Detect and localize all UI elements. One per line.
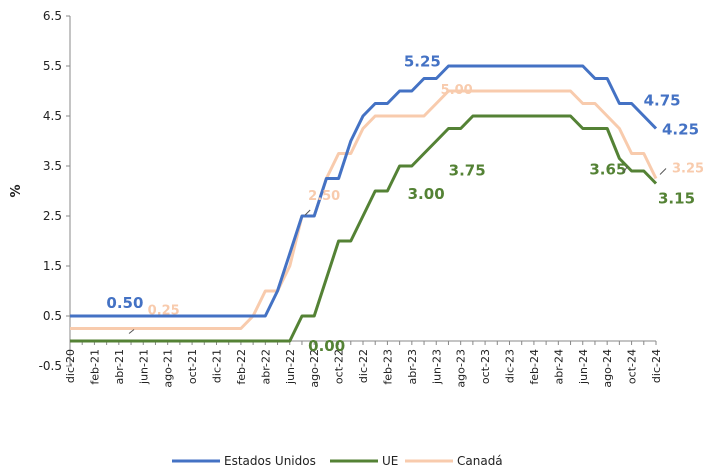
legend-label: Estados Unidos bbox=[224, 454, 316, 468]
data-label: 2.50 bbox=[308, 189, 340, 204]
data-label: 5.25 bbox=[404, 53, 441, 71]
y-tick-label: 2.5 bbox=[43, 209, 62, 223]
series-lines bbox=[70, 64, 658, 343]
legend: Estados Unidos UE Canadá bbox=[172, 454, 503, 468]
annotations: 0.50 5.25 4.75 4.25 0.25 2.50 5.00 3.25 0.00 3.00… bbox=[106, 53, 703, 356]
data-label: 4.25 bbox=[662, 121, 699, 139]
x-tick-label: oct-21 bbox=[186, 349, 199, 384]
data-label: 0.00 bbox=[308, 337, 345, 355]
y-tick-label: -0.5 bbox=[39, 359, 62, 373]
leader-line bbox=[128, 329, 135, 334]
y-tick-label: 3.5 bbox=[43, 159, 62, 173]
x-tick-label: dic-23 bbox=[504, 349, 517, 383]
series-line-0 bbox=[70, 64, 658, 318]
y-tick-label: 5.5 bbox=[43, 59, 62, 73]
x-tick-label: ago-22 bbox=[308, 349, 321, 388]
x-tick-label: feb-22 bbox=[235, 349, 248, 385]
x-tick-label: dic-22 bbox=[357, 349, 370, 383]
y-tick-label: 1.5 bbox=[43, 259, 62, 273]
x-tick-label: ago-21 bbox=[162, 349, 175, 388]
x-tick-label: jun-22 bbox=[284, 349, 297, 385]
data-label: 3.65 bbox=[589, 161, 626, 179]
x-tick-label: oct-24 bbox=[626, 349, 639, 384]
y-ticks: -0.5 0.5 1.5 2.5 3.5 4.5 5.5 6.5 bbox=[39, 9, 70, 373]
x-ticks: dic-20 feb-21 abr-21 jun-21 ago-21 oct-21 dic-… bbox=[64, 341, 663, 388]
x-tick-label: jun-21 bbox=[137, 349, 150, 385]
x-tick-label: ago-23 bbox=[455, 349, 468, 388]
leader-line bbox=[304, 209, 311, 216]
leader-line bbox=[659, 168, 667, 175]
series-line-1 bbox=[70, 114, 658, 343]
x-tick-label: feb-24 bbox=[528, 349, 541, 385]
y-tick-label: 4.5 bbox=[43, 109, 62, 123]
legend-label: Canadá bbox=[457, 454, 503, 468]
data-label: 5.00 bbox=[441, 83, 473, 98]
x-tick-label: dic-20 bbox=[64, 349, 77, 383]
data-label: 3.15 bbox=[658, 190, 695, 208]
x-tick-label: oct-23 bbox=[479, 349, 492, 384]
data-label: 3.00 bbox=[408, 185, 445, 203]
x-tick-label: jun-24 bbox=[577, 349, 590, 385]
x-tick-label: feb-23 bbox=[381, 349, 394, 385]
x-tick-label: feb-21 bbox=[88, 349, 101, 385]
data-label: 3.75 bbox=[449, 162, 486, 180]
legend-label: UE bbox=[382, 454, 398, 468]
x-tick-label: abr-21 bbox=[113, 349, 126, 385]
data-label: 4.75 bbox=[644, 92, 681, 110]
data-label: 3.25 bbox=[672, 162, 703, 177]
x-tick-label: dic-21 bbox=[211, 349, 224, 383]
x-tick-label: ago-24 bbox=[601, 349, 614, 388]
y-tick-label: 6.5 bbox=[43, 9, 62, 23]
x-tick-label: abr-24 bbox=[552, 349, 565, 385]
x-tick-label: abr-22 bbox=[259, 349, 272, 385]
y-axis-label: % bbox=[9, 184, 24, 197]
leader-line bbox=[622, 166, 628, 173]
x-tick-label: dic-24 bbox=[650, 349, 663, 383]
y-tick-label: 0.5 bbox=[43, 309, 62, 323]
y-axis-label-group: % bbox=[9, 184, 24, 197]
data-label: 0.50 bbox=[106, 294, 143, 312]
x-tick-label: jun-23 bbox=[430, 349, 443, 385]
x-tick-label: abr-23 bbox=[406, 349, 419, 385]
x-tick-label: oct-22 bbox=[333, 349, 346, 384]
data-label: 0.25 bbox=[148, 304, 180, 319]
series-line-2 bbox=[70, 89, 658, 330]
